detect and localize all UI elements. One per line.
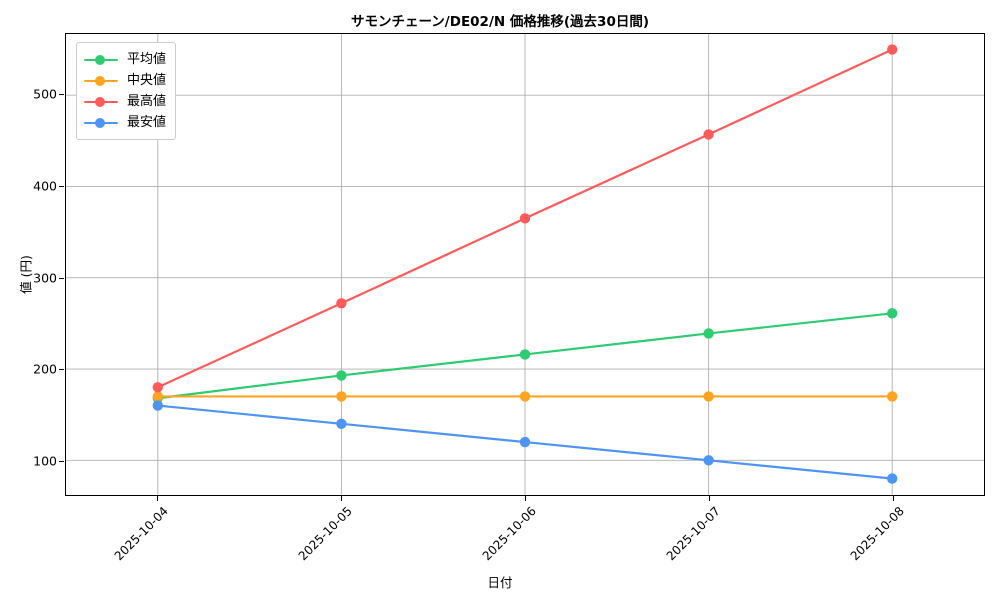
data-point-marker bbox=[519, 349, 531, 360]
y-axis-tick-mark bbox=[59, 277, 64, 279]
data-point-marker bbox=[887, 44, 898, 55]
data-point-marker bbox=[703, 455, 714, 466]
x-axis-tick-labels: 2025-10-04 2025-10-05 2025-10-06 2025-10-07… bbox=[65, 504, 985, 570]
x-axis-tick-mark bbox=[341, 496, 342, 501]
legend-item[interactable]: 平均値 bbox=[84, 49, 166, 70]
data-point-marker bbox=[152, 382, 163, 393]
data-point-marker bbox=[703, 328, 714, 339]
x-axis-tick-mark bbox=[709, 496, 710, 501]
y-axis-tick-label: 100 bbox=[33, 453, 57, 469]
legend-item[interactable]: 中央値 bbox=[84, 70, 166, 91]
data-point-marker bbox=[336, 298, 347, 309]
x-axis-tick-label: 2025-10-05 bbox=[295, 504, 355, 564]
legend-swatch bbox=[84, 96, 118, 108]
y-axis-tick-label: 200 bbox=[33, 361, 57, 377]
data-point-marker bbox=[703, 129, 714, 140]
data-point-marker bbox=[519, 436, 531, 448]
data-series-layer bbox=[152, 44, 898, 484]
data-point-marker bbox=[152, 400, 163, 411]
legend-item[interactable]: 最高値 bbox=[84, 91, 166, 112]
y-axis-tick-mark bbox=[59, 186, 64, 188]
legend-swatch bbox=[84, 117, 118, 129]
x-axis-tick-mark bbox=[893, 496, 894, 501]
x-axis-tick-marks bbox=[65, 496, 985, 504]
chart-legend: 平均値中央値最高値最安値 bbox=[76, 42, 177, 140]
data-point-marker bbox=[887, 308, 898, 319]
data-point-marker bbox=[519, 391, 531, 402]
y-axis-tick-mark bbox=[59, 461, 64, 463]
x-axis-tick-mark bbox=[157, 496, 158, 501]
data-point-marker bbox=[887, 473, 898, 484]
legend-item-label: 最高値 bbox=[127, 94, 167, 109]
data-point-marker bbox=[336, 391, 347, 402]
plot-area bbox=[65, 33, 985, 496]
y-axis-tick-labels: 100 200 300 400 500 bbox=[0, 33, 57, 496]
x-axis-title: 日付 bbox=[487, 575, 513, 590]
data-point-marker bbox=[336, 370, 347, 381]
data-point-marker bbox=[703, 391, 714, 402]
legend-item-label: 平均値 bbox=[127, 52, 167, 67]
x-axis-tick-label: 2025-10-04 bbox=[111, 504, 171, 564]
x-axis-tick-label: 2025-10-08 bbox=[847, 504, 907, 564]
legend-swatch bbox=[84, 54, 118, 66]
data-point-marker bbox=[887, 391, 898, 402]
y-axis-tick-label: 400 bbox=[33, 178, 57, 194]
data-point-marker bbox=[152, 391, 163, 402]
legend-marker-icon bbox=[95, 75, 105, 86]
data-point-marker bbox=[519, 213, 531, 224]
legend-marker-icon bbox=[95, 96, 105, 107]
x-axis-tick-mark bbox=[525, 496, 526, 501]
chart-title: サモンチェーン/DE02/N 価格推移(過去30日間) bbox=[350, 14, 650, 30]
legend-item-label: 中央値 bbox=[127, 73, 167, 88]
legend-item-label: 最安値 bbox=[127, 115, 167, 130]
y-axis-tick-mark bbox=[59, 369, 64, 371]
legend-item[interactable]: 最安値 bbox=[84, 112, 166, 133]
y-axis-tick-marks bbox=[0, 33, 65, 496]
legend-swatch bbox=[84, 75, 118, 87]
y-axis-tick-label: 500 bbox=[33, 86, 57, 102]
data-point-marker bbox=[336, 418, 347, 429]
x-axis-tick-label: 2025-10-06 bbox=[479, 504, 539, 564]
legend-marker-icon bbox=[95, 117, 105, 128]
y-axis-tick-mark bbox=[59, 94, 64, 96]
y-axis-tick-label: 300 bbox=[33, 270, 57, 286]
legend-marker-icon bbox=[95, 54, 105, 65]
x-axis-tick-label: 2025-10-07 bbox=[663, 504, 723, 564]
